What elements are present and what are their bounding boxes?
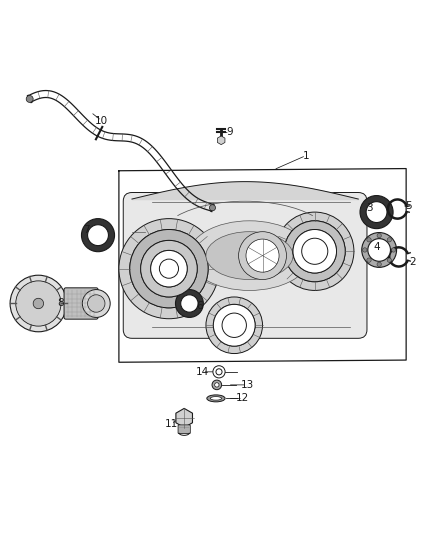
Circle shape — [387, 258, 392, 262]
Text: 5: 5 — [405, 201, 412, 212]
Circle shape — [363, 248, 367, 252]
Ellipse shape — [207, 395, 225, 402]
Circle shape — [33, 298, 44, 309]
Circle shape — [81, 219, 115, 252]
Circle shape — [239, 232, 286, 279]
Text: 11: 11 — [165, 419, 178, 429]
Text: 3: 3 — [366, 203, 372, 213]
Circle shape — [367, 238, 371, 242]
Text: 2: 2 — [410, 257, 416, 267]
Circle shape — [222, 313, 247, 337]
Circle shape — [302, 238, 328, 264]
Circle shape — [293, 230, 336, 273]
Circle shape — [368, 239, 391, 261]
Text: 7: 7 — [83, 224, 89, 235]
Text: 1: 1 — [303, 150, 309, 160]
Circle shape — [284, 221, 345, 282]
Circle shape — [284, 221, 345, 282]
Text: 6: 6 — [196, 301, 203, 311]
Text: 4: 4 — [373, 242, 380, 252]
Circle shape — [391, 248, 396, 252]
Circle shape — [151, 251, 187, 287]
Text: 14: 14 — [196, 367, 209, 377]
Circle shape — [360, 196, 393, 229]
Circle shape — [212, 380, 222, 390]
Circle shape — [209, 205, 215, 211]
Circle shape — [151, 251, 187, 287]
FancyBboxPatch shape — [123, 192, 367, 338]
Text: 12: 12 — [237, 393, 250, 403]
Circle shape — [176, 289, 203, 318]
Circle shape — [216, 369, 222, 375]
Circle shape — [246, 239, 279, 272]
Circle shape — [88, 225, 109, 246]
Text: 10: 10 — [95, 116, 108, 126]
FancyBboxPatch shape — [64, 288, 98, 319]
Circle shape — [387, 238, 392, 242]
Polygon shape — [217, 136, 225, 144]
Circle shape — [16, 281, 61, 326]
Circle shape — [130, 230, 208, 308]
Ellipse shape — [206, 232, 293, 279]
Circle shape — [130, 230, 208, 308]
Polygon shape — [176, 408, 192, 427]
Text: 13: 13 — [240, 380, 254, 390]
Text: 9: 9 — [226, 127, 233, 138]
Circle shape — [213, 304, 255, 346]
Circle shape — [10, 275, 67, 332]
Circle shape — [213, 366, 225, 378]
Circle shape — [141, 240, 197, 297]
FancyBboxPatch shape — [178, 425, 190, 434]
Circle shape — [88, 295, 105, 312]
Circle shape — [276, 212, 354, 290]
Circle shape — [213, 304, 255, 346]
Circle shape — [377, 233, 381, 238]
Circle shape — [181, 295, 198, 312]
Circle shape — [206, 297, 262, 353]
Circle shape — [362, 232, 396, 268]
Circle shape — [215, 383, 219, 387]
Circle shape — [366, 201, 387, 223]
Circle shape — [141, 240, 197, 297]
Text: 8: 8 — [57, 298, 64, 309]
Circle shape — [377, 262, 381, 266]
Ellipse shape — [188, 221, 311, 290]
Circle shape — [367, 258, 371, 262]
Circle shape — [119, 219, 219, 319]
Circle shape — [293, 230, 336, 273]
Circle shape — [159, 259, 179, 278]
Circle shape — [26, 95, 33, 102]
Ellipse shape — [210, 397, 222, 400]
Circle shape — [82, 289, 110, 318]
